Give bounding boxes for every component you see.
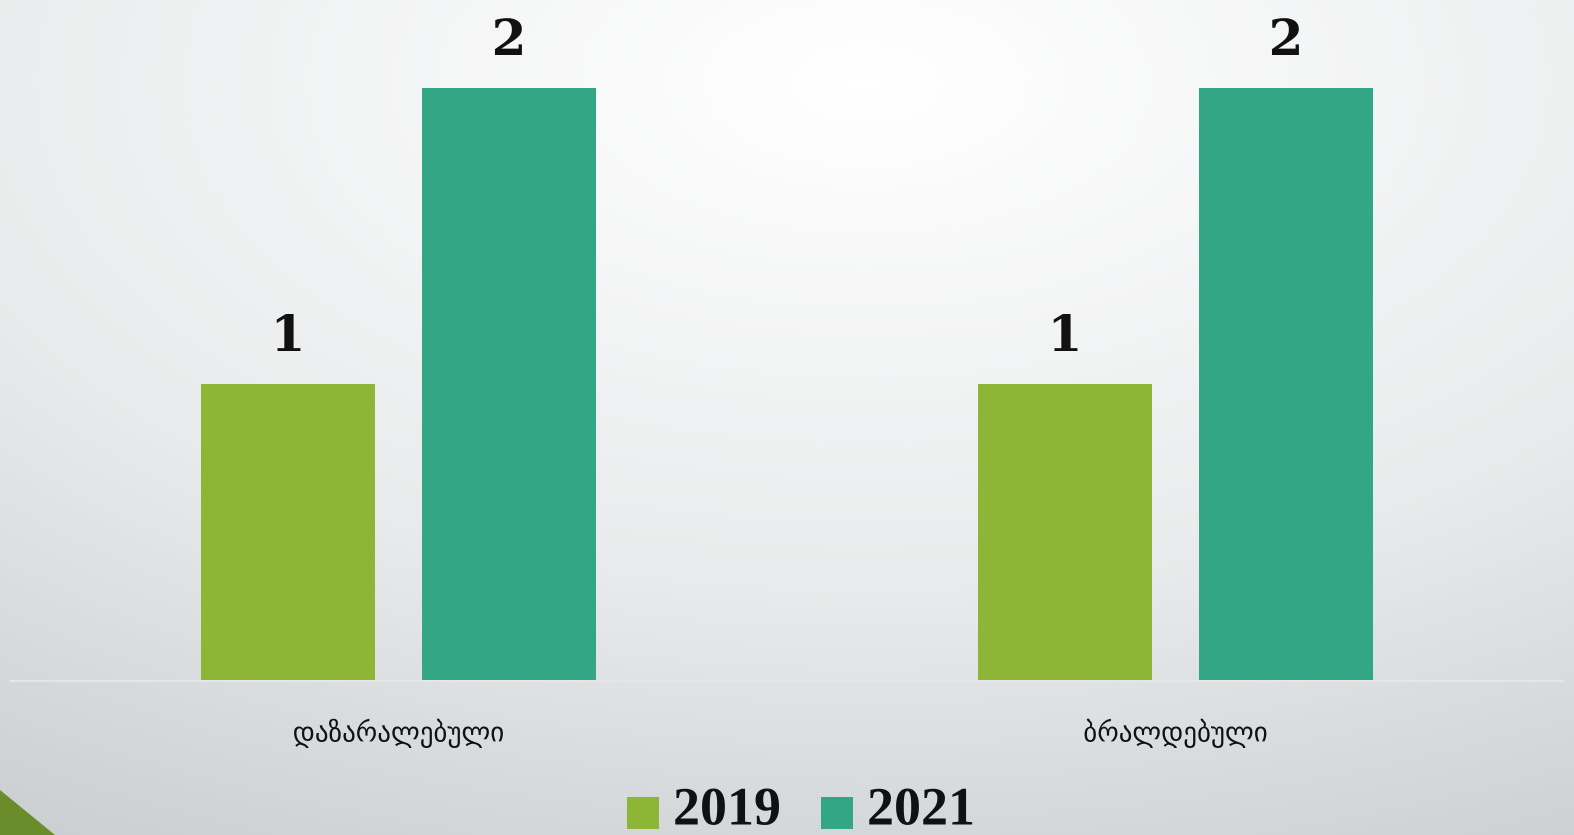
x-tick-label: დაზარალებული xyxy=(293,718,504,749)
bar xyxy=(422,88,596,680)
legend-swatch xyxy=(627,797,659,829)
bar xyxy=(201,384,375,680)
legend-label: 2021 xyxy=(867,776,975,835)
data-label: 1 xyxy=(271,304,306,363)
bar xyxy=(1199,88,1373,680)
legend-swatch xyxy=(821,797,853,829)
corner-decoration xyxy=(0,790,55,835)
bar xyxy=(978,384,1152,680)
x-tick-label: ბრალდებული xyxy=(1083,718,1268,749)
legend-label: 2019 xyxy=(673,776,781,835)
data-label: 2 xyxy=(1269,8,1304,67)
data-label: 1 xyxy=(1048,304,1083,363)
data-label: 2 xyxy=(492,8,527,67)
